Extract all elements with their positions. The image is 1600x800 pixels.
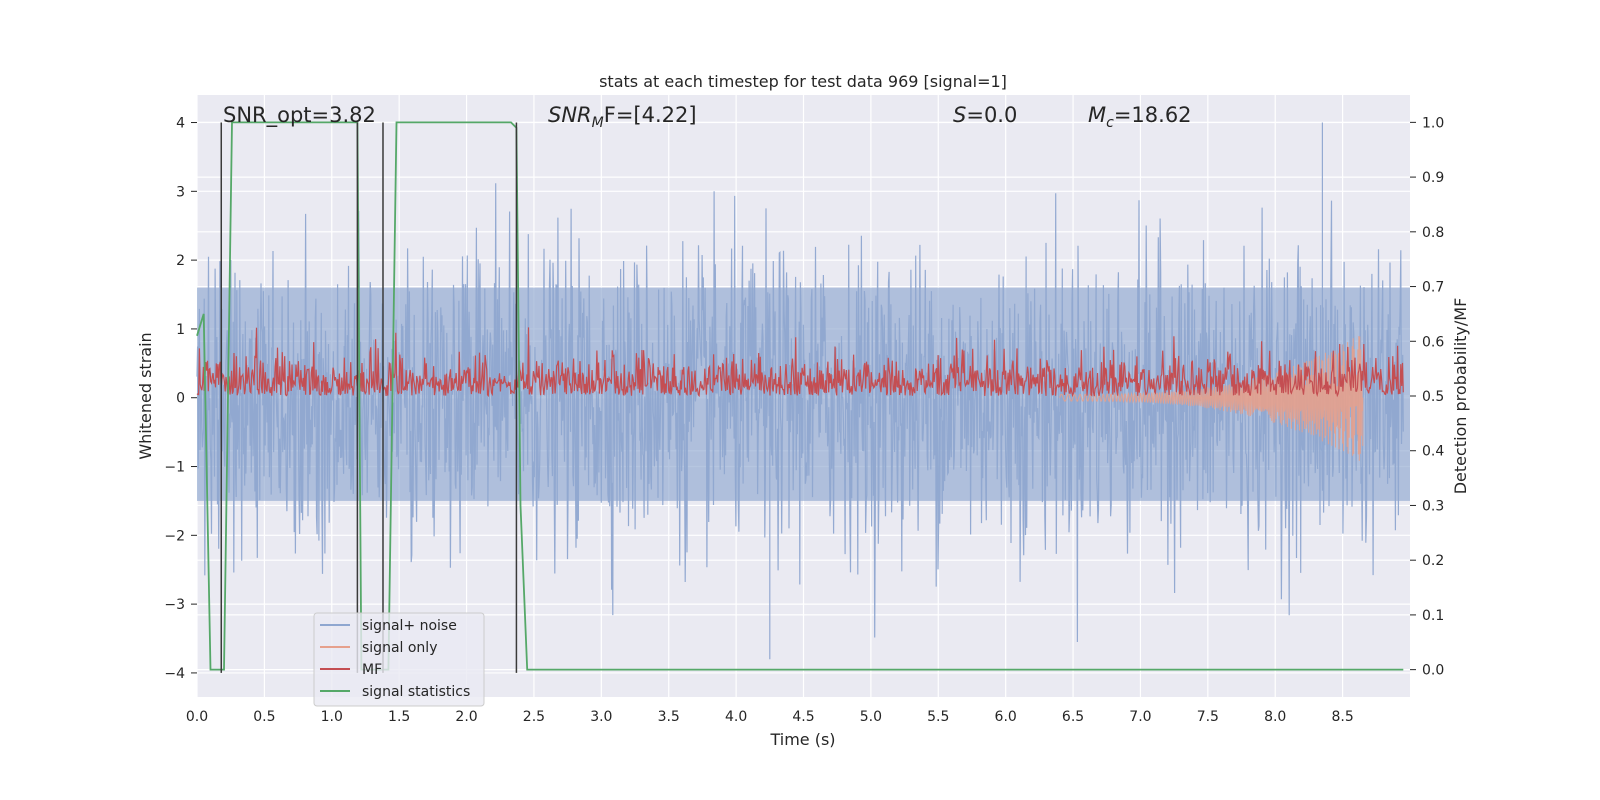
series-mf [196, 327, 1404, 398]
annotation-s: S=0.0 [953, 103, 1017, 127]
x-tick-label: 4.5 [792, 709, 814, 725]
annotation-snr-mf-sub: M [592, 115, 604, 131]
y2-tick-label: 0.2 [1422, 553, 1444, 569]
y-tick-label: 4 [176, 116, 185, 132]
y2-tick-label: 0.0 [1422, 663, 1444, 679]
y2-tick-label: 0.7 [1422, 280, 1444, 296]
x-axis-label: Time (s) [769, 730, 835, 749]
marker-layer [220, 122, 518, 673]
y-tick-label: 0 [176, 391, 185, 407]
x-tick-label: 3.0 [590, 709, 612, 725]
x-tick-label: 1.5 [388, 709, 410, 725]
x-tick-label: 7.0 [1129, 709, 1151, 725]
legend-label-signal-noise: signal+ noise [362, 618, 457, 634]
y-tick-label: −4 [164, 666, 185, 682]
legend-label-signal-statistics: signal statistics [362, 684, 470, 700]
annotation-mc: Mc=18.62 [1088, 103, 1192, 131]
axis-layer: 0.0 0.5 1.0 1.5 2.0 2.5 3.0 3.5 4.0 4.5 5.0 5.5 6.0 6… [164, 115, 1444, 725]
annotation-snr-mf-rest: F=[4.22] [604, 103, 697, 127]
x-tick-label: 8.5 [1331, 709, 1353, 725]
y-tick-label: −1 [164, 460, 185, 476]
y2-tick-label: 0.4 [1422, 444, 1444, 460]
annotation-mc-base: M [1088, 103, 1106, 127]
x-tick-label: 4.0 [725, 709, 747, 725]
x-tick-label: 7.5 [1197, 709, 1219, 725]
x-tick-label: 2.0 [455, 709, 477, 725]
x-tick-label: 2.5 [523, 709, 545, 725]
annotation-mc-rest: =18.62 [1114, 103, 1192, 127]
y2-tick-label: 0.9 [1422, 170, 1444, 186]
y-tick-label: 1 [176, 322, 185, 338]
y2-tick-label: 0.6 [1422, 334, 1444, 350]
y-axis-label: Whitened strain [136, 332, 155, 459]
annotation-mc-sub: c [1106, 115, 1114, 131]
x-tick-label: 5.5 [927, 709, 949, 725]
y2-tick-label: 0.5 [1422, 389, 1444, 405]
annotation-snr-mf: SNRMF=[4.22] [548, 103, 697, 131]
series-layer [196, 121, 1410, 671]
legend-label-signal-only: signal only [362, 640, 437, 656]
x-tick-label: 3.5 [658, 709, 680, 725]
y2-axis-label: Detection probability/MF [1451, 298, 1470, 495]
legend-label-mf: MF [362, 662, 382, 678]
x-tick-label: 1.0 [321, 709, 343, 725]
x-tick-label: 6.0 [995, 709, 1017, 725]
y2-tick-label: 0.1 [1422, 608, 1444, 624]
x-tick-label: 0.5 [253, 709, 275, 725]
legend: signal+ noise signal only MF signal stat… [313, 612, 485, 707]
y2-tick-label: 0.3 [1422, 498, 1444, 514]
legend-box [313, 612, 485, 707]
annotation-snr-mf-base: SNR [548, 103, 592, 127]
y-tick-label: 3 [176, 184, 185, 200]
y2-tick-label: 0.8 [1422, 225, 1444, 241]
y2-tick-label: 1.0 [1422, 115, 1444, 131]
annotation-s-rest: =0.0 [966, 103, 1017, 127]
annotation-snr-opt: SNR_opt=3.82 [223, 103, 376, 128]
y-tick-label: −3 [164, 597, 185, 613]
y-tick-label: −2 [164, 528, 185, 544]
y-tick-label: 2 [176, 253, 185, 269]
chart-title: stats at each timestep for test data 969… [599, 72, 1007, 91]
x-tick-label: 0.0 [186, 709, 208, 725]
annotation-s-main: S [953, 103, 966, 127]
x-tick-label: 5.0 [860, 709, 882, 725]
x-tick-label: 8.0 [1264, 709, 1286, 725]
x-tick-label: 6.5 [1062, 709, 1084, 725]
